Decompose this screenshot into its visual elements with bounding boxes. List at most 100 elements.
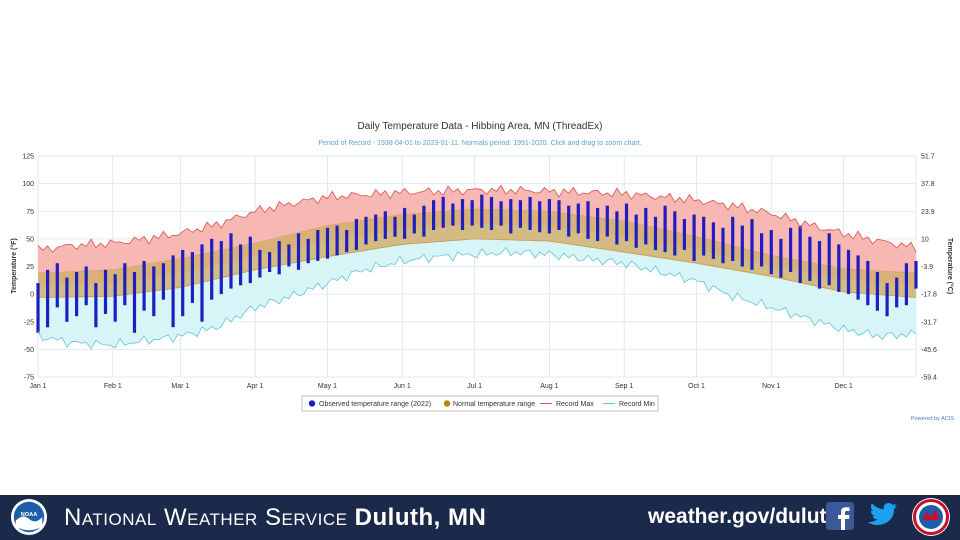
observed-bar bbox=[422, 205, 426, 237]
observed-bar bbox=[480, 194, 484, 228]
legend-normal-label[interactable]: Normal temperature range bbox=[453, 401, 535, 408]
legend-box bbox=[301, 395, 659, 412]
observed-bar bbox=[181, 249, 185, 317]
x-tick-label: Jan 1 bbox=[29, 383, 46, 390]
y-tick-label-right: -31.7 bbox=[921, 319, 937, 326]
observed-bar bbox=[248, 236, 252, 284]
observed-bar bbox=[798, 225, 802, 284]
observed-bar bbox=[441, 196, 445, 228]
y-tick-label-left: 50 bbox=[26, 236, 34, 243]
x-tick-label: Jul 1 bbox=[467, 383, 482, 390]
observed-bar bbox=[325, 227, 330, 259]
x-tick-label: Nov 1 bbox=[762, 383, 780, 390]
y-tick-label-right: 51.7 bbox=[921, 154, 935, 161]
noaa-logo-text: NOAA bbox=[21, 512, 38, 518]
observed-bar bbox=[624, 203, 629, 242]
y-tick-label-left: -25 bbox=[24, 319, 34, 326]
chart-svg[interactable]: Daily Temperature Data - Hibbing Area, M… bbox=[0, 0, 960, 495]
y-tick-label-right: 23.9 bbox=[921, 209, 935, 216]
observed-bar bbox=[489, 196, 494, 230]
legend-observed-label[interactable]: Observed temperature range (2022) bbox=[319, 401, 431, 408]
y-tick-label-left: 75 bbox=[26, 209, 34, 216]
observed-bar bbox=[113, 274, 117, 322]
y-tick-label-left: -75 bbox=[24, 375, 34, 382]
acis-credit[interactable]: Powered by ACIS bbox=[911, 416, 954, 422]
observed-bar bbox=[210, 238, 214, 300]
x-tick-label: Aug 1 bbox=[540, 383, 558, 390]
record-max-area bbox=[38, 185, 916, 286]
observed-bar bbox=[509, 199, 513, 234]
chart-subtitle: Period of Record - 1938-04-01 to 2023-01… bbox=[318, 140, 641, 147]
observed-bar bbox=[817, 241, 822, 289]
observed-bar bbox=[46, 269, 50, 328]
legend-record-max-label[interactable]: Record Max bbox=[556, 401, 594, 408]
observed-bar bbox=[171, 255, 175, 328]
y-axis-title-left: Temperature (°F) bbox=[10, 238, 18, 294]
observed-bar bbox=[740, 225, 744, 267]
twitter-icon[interactable] bbox=[864, 502, 898, 530]
y-tick-label-left: -50 bbox=[24, 347, 34, 354]
footer-url[interactable]: weather.gov/duluth bbox=[648, 505, 840, 528]
y-tick-label-right: -3.9 bbox=[921, 264, 933, 271]
observed-bar bbox=[605, 205, 609, 237]
observed-bar bbox=[653, 216, 658, 250]
observed-bar bbox=[123, 263, 127, 306]
y-tick-label-right: -59.4 bbox=[921, 375, 937, 382]
legend-normal-marker[interactable] bbox=[443, 400, 451, 407]
observed-bar bbox=[760, 233, 764, 267]
observed-bar bbox=[335, 225, 339, 256]
y-tick-label-left: 125 bbox=[22, 154, 34, 161]
legend: Observed temperature range (2022) Normal… bbox=[301, 395, 659, 412]
observed-bar bbox=[567, 205, 571, 237]
observed-bar bbox=[258, 249, 262, 278]
observed-bar bbox=[142, 261, 146, 311]
nws-footer-banner: NOAA National Weather Service Duluth, MN… bbox=[0, 495, 960, 540]
observed-bars bbox=[36, 194, 918, 333]
observed-bar bbox=[914, 261, 918, 289]
observed-bar bbox=[711, 222, 715, 259]
observed-bar bbox=[808, 236, 812, 281]
observed-bar bbox=[287, 244, 291, 267]
footer-title-city: Duluth, MN bbox=[354, 504, 487, 531]
legend-observed-marker[interactable] bbox=[308, 400, 316, 407]
observed-bar bbox=[152, 266, 156, 317]
y-tick-label-right: -17.8 bbox=[921, 292, 937, 299]
observed-bar bbox=[846, 249, 851, 295]
x-tick-label: Sep 1 bbox=[615, 383, 633, 390]
observed-bar bbox=[103, 269, 108, 314]
axis-labels: 125 51.7 100 37.8 75 23.9 50 10 25 -3.9 0 -17.8 -25 -… bbox=[22, 154, 937, 391]
observed-bar bbox=[383, 211, 387, 239]
observed-bar bbox=[36, 283, 40, 333]
observed-bar bbox=[190, 252, 194, 303]
observed-bar bbox=[789, 227, 793, 272]
record-min-line bbox=[37, 246, 917, 350]
observed-bar bbox=[277, 241, 281, 275]
temperature-chart[interactable]: Daily Temperature Data - Hibbing Area, M… bbox=[0, 0, 960, 495]
observed-bar bbox=[393, 216, 397, 237]
observed-bar bbox=[219, 241, 223, 295]
observed-bar bbox=[161, 263, 165, 300]
observed-bar bbox=[403, 207, 407, 239]
observed-bar bbox=[432, 200, 436, 230]
observed-bar bbox=[856, 255, 860, 300]
observed-bar bbox=[499, 201, 503, 226]
observed-bar bbox=[586, 201, 590, 239]
observed-bar bbox=[547, 199, 551, 234]
observed-bar bbox=[769, 230, 773, 275]
y-tick-label-right: -45.6 bbox=[921, 347, 937, 354]
legend-record-min-label[interactable]: Record Min bbox=[619, 401, 655, 408]
y-tick-label-right: 10 bbox=[921, 236, 929, 243]
observed-bar bbox=[596, 207, 600, 242]
facebook-icon[interactable] bbox=[826, 502, 854, 530]
observed-bar bbox=[374, 214, 378, 242]
observed-bar bbox=[779, 238, 783, 278]
observed-bar bbox=[644, 207, 648, 245]
observed-bar bbox=[239, 244, 243, 286]
observed-bar bbox=[895, 277, 899, 308]
observed-bar bbox=[837, 244, 841, 292]
observed-bar bbox=[84, 266, 88, 306]
observed-bar bbox=[229, 233, 233, 289]
observed-bar bbox=[470, 200, 474, 226]
y-tick-label-right: 37.8 bbox=[921, 181, 935, 188]
x-tick-label: Mar 1 bbox=[171, 383, 189, 390]
